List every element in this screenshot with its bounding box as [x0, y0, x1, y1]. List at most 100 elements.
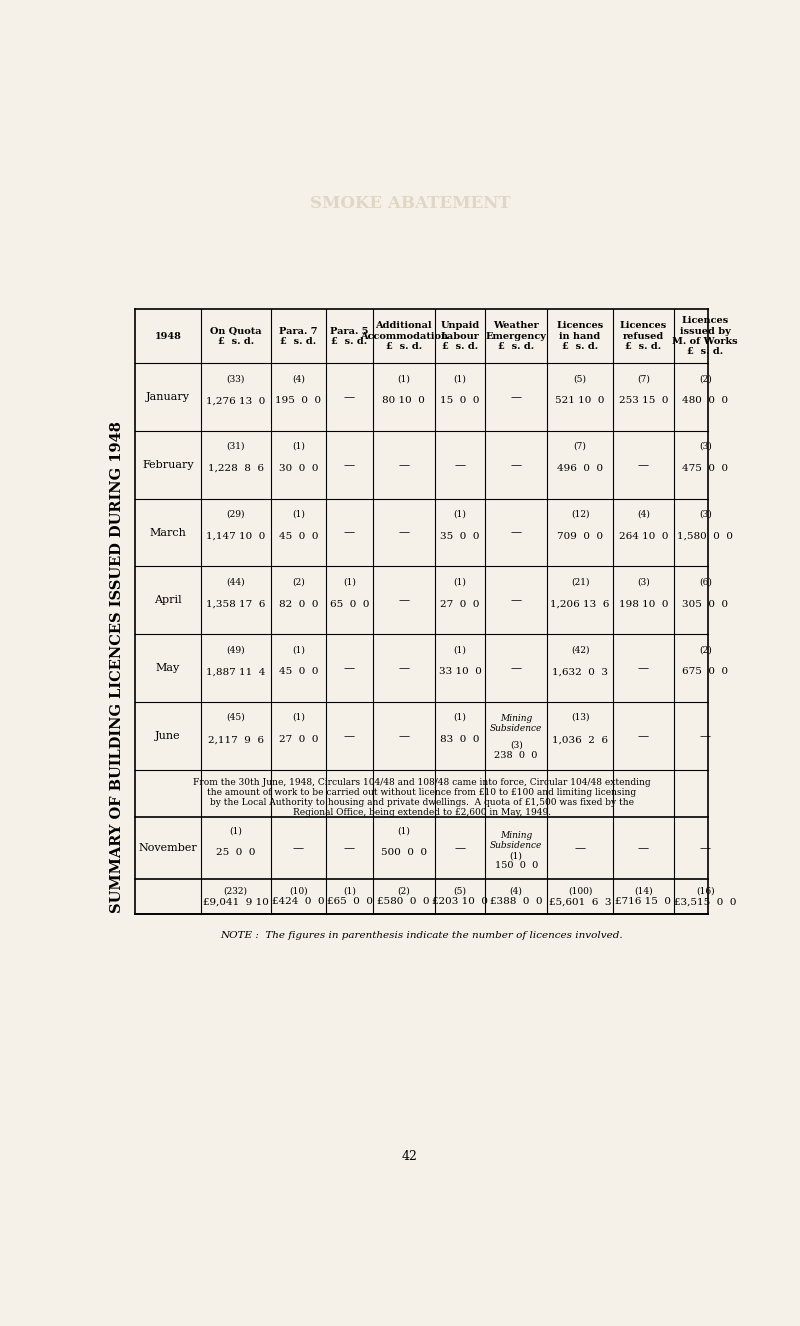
Text: (1): (1) [292, 713, 305, 721]
Text: (7): (7) [637, 374, 650, 383]
Text: 27  0  0: 27 0 0 [278, 735, 318, 744]
Text: —: — [454, 460, 466, 469]
Text: January: January [146, 392, 190, 402]
Text: (2): (2) [292, 577, 305, 586]
Text: (1): (1) [292, 646, 305, 654]
Text: (33): (33) [226, 374, 245, 383]
Text: £580  0  0: £580 0 0 [378, 898, 430, 906]
Text: 150  0  0: 150 0 0 [494, 861, 538, 870]
Text: 198 10  0: 198 10 0 [618, 599, 668, 609]
Text: £3,515  0  0: £3,515 0 0 [674, 898, 737, 906]
Text: £9,041  9 10: £9,041 9 10 [202, 898, 269, 906]
Text: —: — [398, 528, 410, 537]
Text: 1,228  8  6: 1,228 8 6 [208, 464, 264, 473]
Text: —: — [638, 843, 649, 853]
Text: 500  0  0: 500 0 0 [381, 849, 427, 858]
Text: —: — [398, 595, 410, 606]
Text: (4): (4) [637, 509, 650, 518]
Text: Mining
Subsidence: Mining Subsidence [490, 831, 542, 850]
Text: Licences
refused
£  s. d.: Licences refused £ s. d. [620, 321, 667, 351]
Text: —: — [510, 595, 522, 606]
Text: Licences
issued by
M. of Works
£  s. d.: Licences issued by M. of Works £ s. d. [673, 316, 738, 357]
Text: —: — [344, 528, 355, 537]
Text: (2): (2) [699, 374, 712, 383]
Text: Para. 5
£  s. d.: Para. 5 £ s. d. [330, 326, 369, 346]
Text: —: — [700, 731, 711, 741]
Text: Additional
Accommodation
£  s. d.: Additional Accommodation £ s. d. [360, 321, 448, 351]
Text: (1): (1) [510, 851, 522, 861]
Text: (12): (12) [571, 509, 590, 518]
Text: Regional Office, being extended to £2,600 in May, 1949.: Regional Office, being extended to £2,60… [293, 809, 550, 817]
Text: 42: 42 [402, 1150, 418, 1163]
Text: 35  0  0: 35 0 0 [440, 532, 480, 541]
Text: (3): (3) [637, 577, 650, 586]
Text: (1): (1) [454, 509, 466, 518]
Text: (31): (31) [226, 442, 245, 451]
Text: —: — [293, 843, 304, 853]
Text: 480  0  0: 480 0 0 [682, 396, 728, 406]
Text: —: — [700, 843, 711, 853]
Text: 195  0  0: 195 0 0 [275, 396, 322, 406]
Text: (1): (1) [398, 374, 410, 383]
Text: (10): (10) [289, 887, 308, 896]
Text: —: — [344, 392, 355, 402]
Text: (3): (3) [699, 509, 712, 518]
Text: (1): (1) [398, 827, 410, 835]
Text: —: — [510, 663, 522, 674]
Text: 238  0  0: 238 0 0 [494, 752, 538, 760]
Text: (2): (2) [398, 887, 410, 896]
Text: 25  0  0: 25 0 0 [216, 849, 255, 858]
Text: 1,887 11  4: 1,887 11 4 [206, 667, 266, 676]
Text: 475  0  0: 475 0 0 [682, 464, 728, 473]
Text: —: — [574, 843, 586, 853]
Text: SUMMARY OF BUILDING LICENCES ISSUED DURING 1948: SUMMARY OF BUILDING LICENCES ISSUED DURI… [110, 422, 124, 914]
Text: £716 15  0: £716 15 0 [615, 898, 671, 906]
Text: 45  0  0: 45 0 0 [278, 667, 318, 676]
Text: (2): (2) [699, 646, 712, 654]
Text: (1): (1) [454, 374, 466, 383]
Text: (1): (1) [343, 577, 356, 586]
Text: 709  0  0: 709 0 0 [557, 532, 603, 541]
Text: (3): (3) [510, 741, 522, 749]
Text: —: — [344, 843, 355, 853]
Text: (16): (16) [696, 887, 714, 896]
Text: (1): (1) [292, 442, 305, 451]
Text: Weather
Emergency
£  s. d.: Weather Emergency £ s. d. [486, 321, 546, 351]
Text: the amount of work to be carried out without licence from £10 to £100 and limiti: the amount of work to be carried out wit… [207, 789, 636, 797]
Text: (3): (3) [699, 442, 712, 451]
Text: £65  0  0: £65 0 0 [326, 898, 373, 906]
Text: 80 10  0: 80 10 0 [382, 396, 426, 406]
Text: —: — [344, 663, 355, 674]
Text: 82  0  0: 82 0 0 [278, 599, 318, 609]
Text: 45  0  0: 45 0 0 [278, 532, 318, 541]
Text: (5): (5) [574, 374, 586, 383]
Text: (1): (1) [292, 509, 305, 518]
Text: (4): (4) [292, 374, 305, 383]
Text: (14): (14) [634, 887, 653, 896]
Text: 675  0  0: 675 0 0 [682, 667, 728, 676]
Text: 30  0  0: 30 0 0 [278, 464, 318, 473]
Text: Para. 7
£  s. d.: Para. 7 £ s. d. [279, 326, 318, 346]
Text: (45): (45) [226, 713, 245, 721]
Text: (6): (6) [699, 577, 712, 586]
Text: —: — [510, 460, 522, 469]
Text: February: February [142, 460, 194, 469]
Text: 2,117  9  6: 2,117 9 6 [208, 735, 264, 744]
Text: SMOKE ABATEMENT: SMOKE ABATEMENT [310, 195, 510, 212]
Text: —: — [638, 460, 649, 469]
Text: (29): (29) [226, 509, 245, 518]
Text: (1): (1) [229, 827, 242, 835]
Text: (1): (1) [454, 646, 466, 654]
Text: 1,632  0  3: 1,632 0 3 [552, 667, 608, 676]
Text: £203 10  0: £203 10 0 [432, 898, 488, 906]
Text: —: — [638, 731, 649, 741]
Text: (7): (7) [574, 442, 586, 451]
Text: 27  0  0: 27 0 0 [440, 599, 480, 609]
Text: £5,601  6  3: £5,601 6 3 [549, 898, 611, 906]
Text: (4): (4) [510, 887, 522, 896]
Text: 1948: 1948 [154, 332, 182, 341]
Text: NOTE :  The figures in parenthesis indicate the number of licences involved.: NOTE : The figures in parenthesis indica… [220, 931, 623, 940]
Text: by the Local Authority to housing and private dwellings.  A quota of £1,500 was : by the Local Authority to housing and pr… [210, 798, 634, 808]
Text: 83  0  0: 83 0 0 [440, 735, 480, 744]
Text: 33 10  0: 33 10 0 [438, 667, 482, 676]
